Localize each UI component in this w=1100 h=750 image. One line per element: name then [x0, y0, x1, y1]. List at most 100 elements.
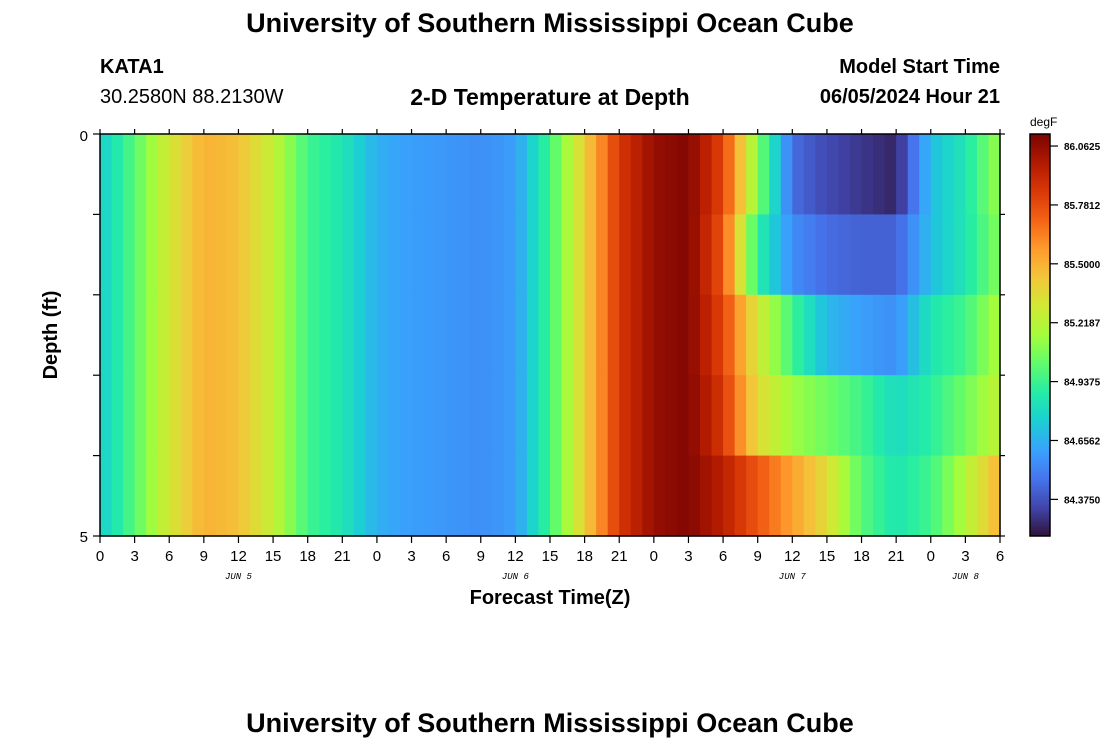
heatmap-cell — [365, 134, 378, 215]
y-tick-label-top: 0 — [80, 128, 88, 145]
heatmap-cell — [123, 375, 136, 457]
x-tick-label: 18 — [853, 548, 870, 565]
heatmap-cell — [400, 455, 413, 537]
heatmap-cell — [273, 455, 286, 537]
heatmap-cell — [573, 294, 586, 376]
heatmap-cell — [261, 134, 274, 215]
heatmap-cell — [873, 214, 886, 296]
heatmap-cell — [607, 375, 620, 457]
x-tick-label: 12 — [507, 548, 524, 565]
heatmap-cell — [930, 134, 943, 215]
heatmap-cell — [273, 134, 286, 215]
heatmap-cell — [896, 294, 909, 376]
heatmap-cell — [226, 294, 240, 376]
heatmap-cell — [907, 214, 920, 296]
heatmap-cell — [203, 214, 216, 296]
heatmap-cell — [423, 455, 436, 537]
heatmap-cell — [538, 214, 551, 296]
heatmap-cell — [907, 455, 920, 537]
heatmap-cell — [446, 214, 459, 296]
heatmap-cell — [330, 214, 343, 296]
heatmap-cell — [965, 134, 978, 215]
heatmap-cell — [226, 134, 240, 215]
x-tick-label: 9 — [754, 548, 762, 565]
heatmap-cell — [907, 134, 920, 215]
heatmap-cell — [734, 455, 747, 537]
heatmap-cell — [700, 214, 713, 296]
heatmap-cell — [700, 375, 713, 457]
heatmap-cell — [157, 214, 170, 296]
heatmap-cell — [376, 294, 390, 376]
heatmap-cell — [630, 214, 643, 296]
heatmap-cell — [711, 455, 724, 537]
heatmap-cell — [515, 375, 528, 457]
heatmap-cell — [780, 294, 793, 376]
heatmap-cell — [573, 375, 586, 457]
heatmap-cell — [665, 375, 678, 457]
heatmap-cell — [503, 294, 516, 376]
heatmap-cell — [815, 134, 828, 215]
x-tick-label: 3 — [961, 548, 969, 565]
heatmap-cell — [896, 455, 909, 537]
heatmap-cell — [596, 455, 609, 537]
heatmap-cell — [826, 214, 840, 296]
heatmap-cell — [838, 375, 851, 457]
heatmap-cell — [319, 214, 332, 296]
heatmap-cell — [134, 294, 147, 376]
heatmap-cell — [192, 455, 205, 537]
heatmap-cell — [134, 455, 147, 537]
heatmap-cell — [850, 375, 863, 457]
heatmap-cells — [100, 134, 1001, 537]
heatmap-cell — [676, 375, 690, 457]
heatmap-cell — [757, 455, 770, 537]
heatmap-cell — [376, 455, 390, 537]
heatmap-cell — [307, 294, 320, 376]
heatmap-cell — [642, 455, 655, 537]
heatmap-cell — [342, 214, 355, 296]
x-tick-label: 3 — [684, 548, 692, 565]
heatmap-cell — [792, 455, 805, 537]
heatmap-cell — [873, 134, 886, 215]
heatmap-cell — [307, 375, 320, 457]
heatmap-cell — [596, 134, 609, 215]
x-tick-label: 6 — [996, 548, 1004, 565]
heatmap-cell — [953, 375, 966, 457]
heatmap-cell — [134, 214, 147, 296]
heatmap-cell — [492, 294, 505, 376]
heatmap-cell — [169, 455, 182, 537]
heatmap-cell — [296, 455, 309, 537]
heatmap-cell — [573, 134, 586, 215]
heatmap-cell — [469, 375, 482, 457]
heatmap-cell — [284, 134, 297, 215]
heatmap-cell — [365, 294, 378, 376]
heatmap-cell — [169, 375, 182, 457]
heatmap-cell — [480, 134, 493, 215]
x-date-label: JUN 7 — [779, 572, 807, 582]
heatmap-cell — [111, 294, 124, 376]
heatmap-cell — [434, 455, 447, 537]
heatmap-cell — [238, 375, 251, 457]
heatmap-cell — [100, 375, 113, 457]
heatmap-cell — [296, 134, 309, 215]
heatmap-cell — [700, 455, 713, 537]
heatmap-cell — [503, 455, 516, 537]
heatmap-cell — [734, 214, 747, 296]
heatmap-cell — [550, 455, 563, 537]
heatmap-cell — [757, 375, 770, 457]
heatmap-cell — [123, 455, 136, 537]
heatmap-cell — [480, 214, 493, 296]
heatmap-cell — [700, 134, 713, 215]
heatmap-cell — [780, 214, 793, 296]
heatmap-cell — [146, 294, 159, 376]
heatmap-cell — [100, 134, 113, 215]
heatmap-cell — [642, 294, 655, 376]
heatmap-cell — [769, 455, 782, 537]
heatmap-cell — [365, 375, 378, 457]
heatmap-cell — [930, 294, 943, 376]
heatmap-cell — [261, 214, 274, 296]
heatmap-cell — [873, 294, 886, 376]
heatmap-cell — [250, 134, 263, 215]
heatmap-cell — [884, 134, 897, 215]
heatmap-cell — [861, 134, 874, 215]
